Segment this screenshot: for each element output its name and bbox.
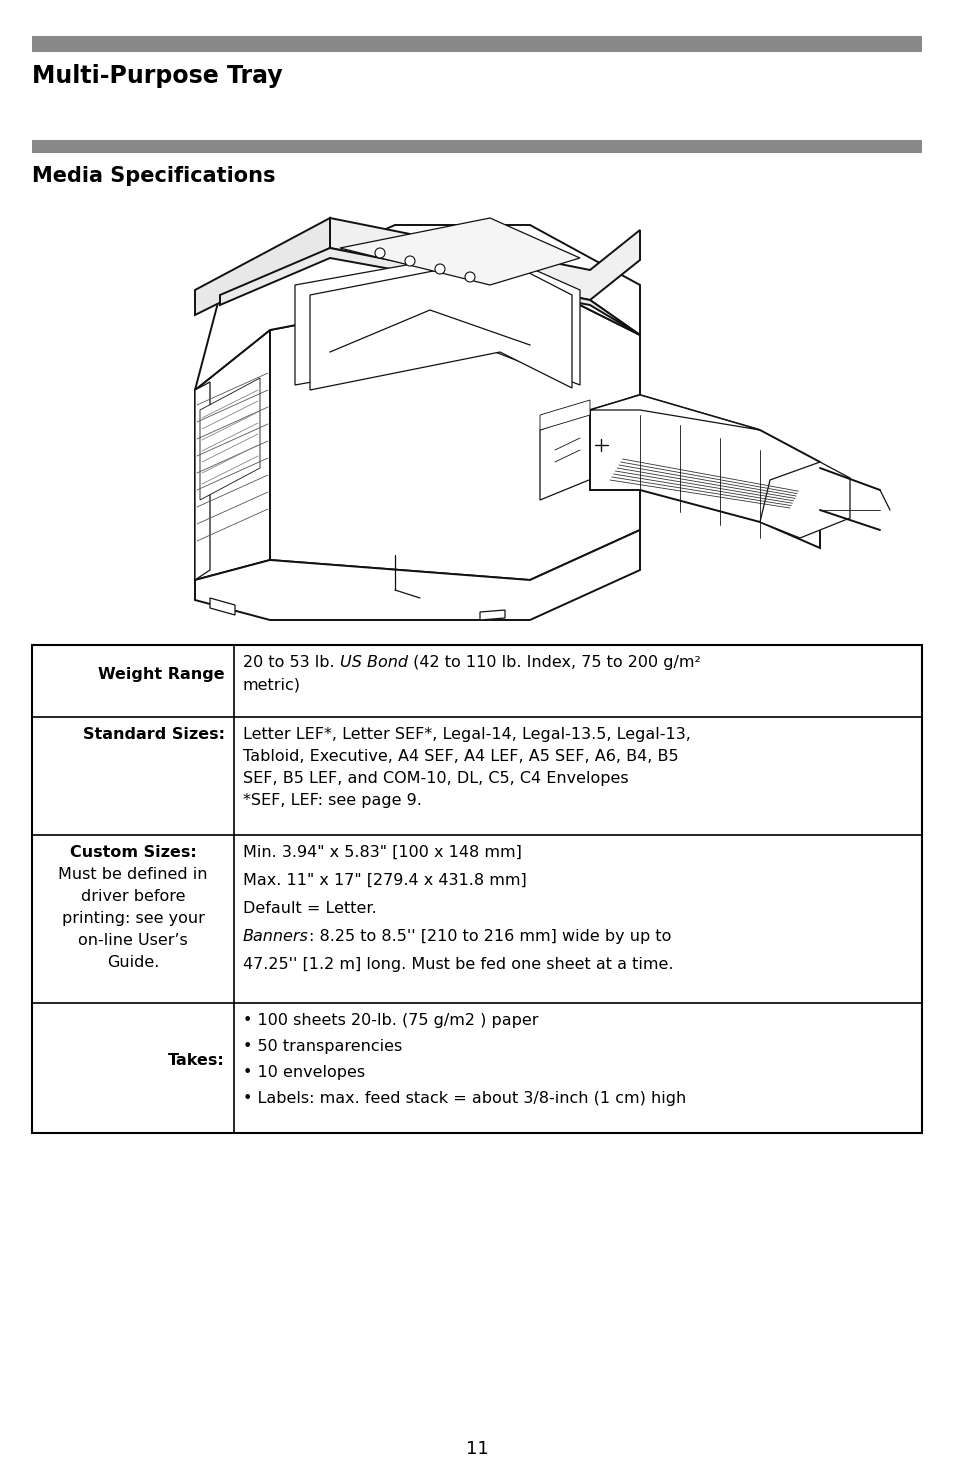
Bar bbox=[32, 35, 921, 52]
Polygon shape bbox=[589, 395, 820, 549]
Text: Standard Sizes:: Standard Sizes: bbox=[83, 727, 225, 742]
Polygon shape bbox=[479, 611, 504, 620]
Text: Must be defined in: Must be defined in bbox=[58, 867, 208, 882]
Text: Takes:: Takes: bbox=[168, 1053, 225, 1068]
Circle shape bbox=[405, 257, 415, 266]
Polygon shape bbox=[339, 218, 579, 285]
Text: Media Specifications: Media Specifications bbox=[32, 167, 275, 186]
Bar bbox=[32, 645, 921, 1133]
Polygon shape bbox=[539, 395, 638, 500]
Polygon shape bbox=[760, 462, 849, 538]
Text: Banners: Banners bbox=[243, 929, 309, 944]
Polygon shape bbox=[589, 395, 760, 431]
Text: driver before: driver before bbox=[81, 889, 185, 904]
Polygon shape bbox=[194, 530, 639, 620]
Text: Weight Range: Weight Range bbox=[98, 667, 225, 681]
Circle shape bbox=[435, 264, 444, 274]
Polygon shape bbox=[539, 400, 589, 431]
Polygon shape bbox=[194, 330, 270, 580]
Text: Guide.: Guide. bbox=[107, 954, 159, 971]
Polygon shape bbox=[194, 382, 210, 580]
Text: 47.25'' [1.2 m] long. Must be fed one sheet at a time.: 47.25'' [1.2 m] long. Must be fed one sh… bbox=[243, 957, 673, 972]
Text: SEF, B5 LEF, and COM-10, DL, C5, C4 Envelopes: SEF, B5 LEF, and COM-10, DL, C5, C4 Enve… bbox=[243, 771, 628, 786]
Text: printing: see your: printing: see your bbox=[62, 912, 204, 926]
Text: metric): metric) bbox=[243, 677, 301, 692]
Circle shape bbox=[375, 248, 385, 258]
Text: : 8.25 to 8.5'' [210 to 216 mm] wide by up to: : 8.25 to 8.5'' [210 to 216 mm] wide by … bbox=[309, 929, 671, 944]
Circle shape bbox=[464, 271, 475, 282]
Text: Letter LEF*, Letter SEF*, Legal-14, Legal-13.5, Legal-13,: Letter LEF*, Letter SEF*, Legal-14, Lega… bbox=[243, 727, 690, 742]
Polygon shape bbox=[330, 218, 639, 299]
Polygon shape bbox=[270, 226, 639, 560]
Polygon shape bbox=[210, 597, 234, 615]
Polygon shape bbox=[270, 280, 639, 580]
Bar bbox=[32, 140, 921, 153]
Text: Max. 11" x 17" [279.4 x 431.8 mm]: Max. 11" x 17" [279.4 x 431.8 mm] bbox=[243, 873, 526, 888]
Text: Custom Sizes:: Custom Sizes: bbox=[70, 845, 196, 860]
Text: Default = Letter.: Default = Letter. bbox=[243, 901, 376, 916]
Polygon shape bbox=[310, 258, 572, 389]
Polygon shape bbox=[200, 378, 260, 500]
Text: • 50 transparencies: • 50 transparencies bbox=[243, 1038, 402, 1055]
Polygon shape bbox=[294, 249, 579, 385]
Text: on-line User’s: on-line User’s bbox=[78, 934, 188, 948]
Polygon shape bbox=[220, 248, 639, 335]
Text: 20 to 53 lb.: 20 to 53 lb. bbox=[243, 655, 339, 670]
Text: Multi-Purpose Tray: Multi-Purpose Tray bbox=[32, 63, 282, 88]
Text: 11: 11 bbox=[465, 1440, 488, 1457]
Text: Tabloid, Executive, A4 SEF, A4 LEF, A5 SEF, A6, B4, B5: Tabloid, Executive, A4 SEF, A4 LEF, A5 S… bbox=[243, 749, 678, 764]
Text: US Bond: US Bond bbox=[339, 655, 407, 670]
Polygon shape bbox=[194, 248, 639, 389]
Text: *SEF, LEF: see page 9.: *SEF, LEF: see page 9. bbox=[243, 794, 421, 808]
Text: (42 to 110 lb. Index, 75 to 200 g/m²: (42 to 110 lb. Index, 75 to 200 g/m² bbox=[407, 655, 700, 670]
Polygon shape bbox=[194, 218, 330, 316]
Text: • 10 envelopes: • 10 envelopes bbox=[243, 1065, 365, 1080]
Text: Min. 3.94" x 5.83" [100 x 148 mm]: Min. 3.94" x 5.83" [100 x 148 mm] bbox=[243, 845, 521, 860]
Text: • 100 sheets 20-lb. (75 g/m2 ) paper: • 100 sheets 20-lb. (75 g/m2 ) paper bbox=[243, 1013, 537, 1028]
Text: • Labels: max. feed stack = about 3/8-inch (1 cm) high: • Labels: max. feed stack = about 3/8-in… bbox=[243, 1092, 685, 1106]
